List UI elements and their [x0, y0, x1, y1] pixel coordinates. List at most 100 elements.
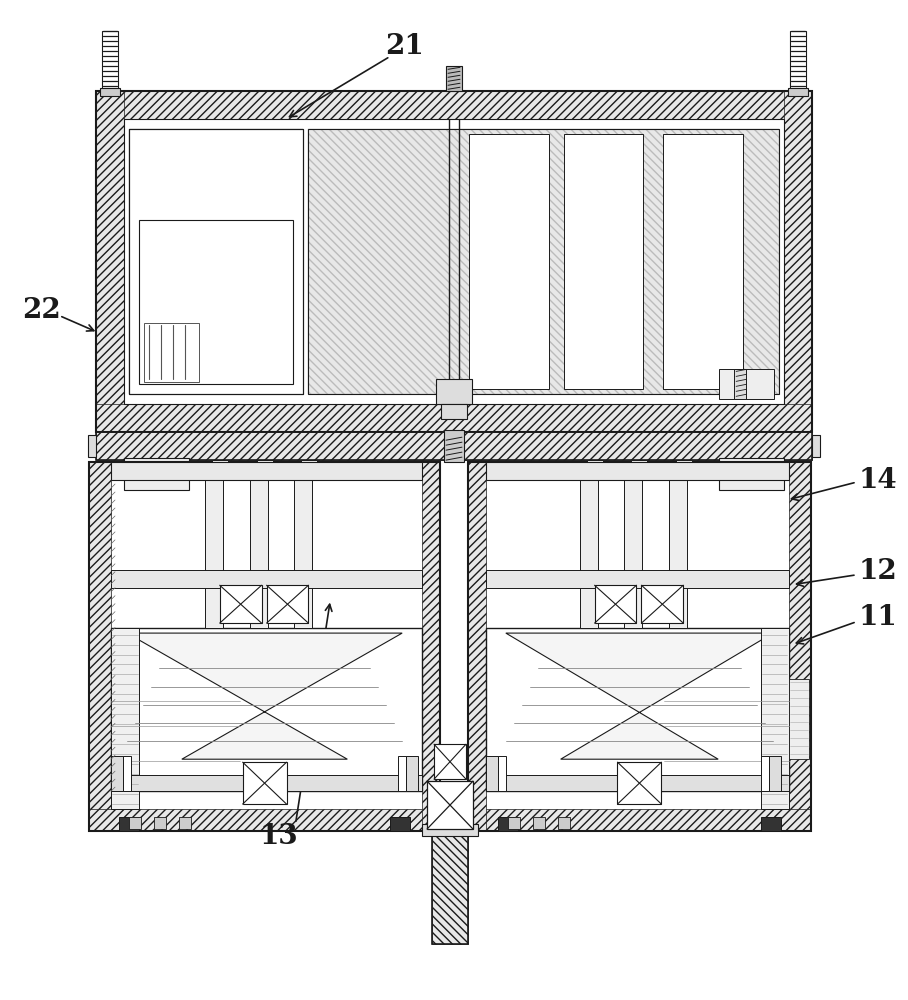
- Bar: [129, 817, 141, 829]
- Bar: [129, 129, 303, 394]
- Bar: [486, 570, 789, 588]
- Bar: [309, 129, 779, 394]
- Bar: [102, 31, 118, 91]
- Bar: [257, 460, 272, 464]
- Bar: [719, 369, 774, 399]
- Bar: [761, 756, 769, 791]
- Bar: [441, 404, 467, 419]
- Bar: [468, 462, 811, 831]
- Bar: [422, 824, 478, 836]
- Bar: [139, 220, 293, 384]
- Bar: [205, 469, 222, 628]
- Bar: [761, 817, 781, 831]
- Bar: [96, 91, 812, 432]
- Bar: [144, 323, 199, 382]
- Bar: [422, 462, 440, 831]
- Text: 12: 12: [859, 558, 897, 585]
- Bar: [301, 460, 318, 464]
- Bar: [812, 435, 820, 457]
- Bar: [789, 679, 809, 759]
- Bar: [436, 379, 472, 404]
- Bar: [735, 369, 746, 399]
- Bar: [309, 129, 779, 394]
- Bar: [719, 458, 784, 490]
- Bar: [790, 31, 806, 91]
- Bar: [123, 756, 131, 791]
- Text: 14: 14: [859, 467, 897, 494]
- Text: 21: 21: [385, 33, 423, 60]
- Bar: [625, 469, 643, 628]
- Bar: [124, 458, 189, 490]
- Bar: [498, 817, 518, 831]
- Bar: [558, 817, 569, 829]
- Polygon shape: [127, 633, 402, 759]
- Bar: [129, 129, 303, 394]
- Bar: [89, 462, 440, 831]
- Polygon shape: [506, 633, 773, 759]
- Bar: [444, 430, 464, 462]
- Bar: [250, 469, 268, 628]
- Bar: [111, 462, 422, 480]
- Bar: [399, 756, 406, 791]
- Bar: [784, 91, 812, 432]
- Bar: [676, 460, 692, 464]
- Bar: [508, 817, 519, 829]
- Bar: [595, 585, 637, 623]
- Bar: [406, 756, 418, 791]
- Bar: [111, 756, 123, 791]
- Bar: [631, 460, 647, 464]
- Bar: [641, 585, 684, 623]
- Bar: [88, 435, 96, 457]
- Bar: [664, 134, 743, 389]
- Bar: [789, 462, 811, 831]
- Bar: [617, 762, 661, 804]
- Bar: [220, 585, 262, 623]
- Bar: [212, 460, 228, 464]
- Bar: [498, 756, 506, 791]
- Bar: [432, 831, 468, 944]
- Bar: [587, 460, 603, 464]
- Bar: [486, 756, 498, 791]
- Bar: [432, 831, 468, 944]
- Bar: [769, 756, 781, 791]
- Bar: [100, 88, 120, 96]
- Bar: [111, 775, 422, 791]
- Bar: [446, 66, 462, 91]
- Polygon shape: [111, 628, 422, 791]
- Bar: [468, 809, 811, 831]
- Bar: [468, 462, 486, 831]
- Bar: [96, 404, 812, 432]
- Bar: [96, 432, 812, 460]
- Bar: [294, 469, 312, 628]
- Bar: [533, 817, 545, 829]
- Bar: [427, 781, 473, 829]
- Bar: [390, 817, 410, 831]
- Bar: [111, 628, 139, 809]
- Bar: [486, 462, 789, 480]
- Bar: [486, 775, 789, 791]
- Bar: [124, 119, 784, 404]
- Bar: [111, 570, 422, 588]
- Polygon shape: [486, 628, 789, 791]
- Text: 13: 13: [259, 823, 298, 850]
- Bar: [179, 817, 191, 829]
- Bar: [89, 809, 440, 831]
- Bar: [761, 628, 789, 809]
- Bar: [579, 469, 597, 628]
- Bar: [154, 817, 166, 829]
- Bar: [788, 88, 808, 96]
- Bar: [96, 91, 812, 119]
- Bar: [267, 585, 309, 623]
- Bar: [242, 762, 287, 804]
- Bar: [669, 469, 687, 628]
- Bar: [129, 129, 303, 394]
- Bar: [564, 134, 644, 389]
- Bar: [469, 134, 548, 389]
- Text: 22: 22: [22, 297, 61, 324]
- Bar: [434, 744, 466, 779]
- Bar: [119, 817, 139, 831]
- Bar: [96, 91, 124, 432]
- Text: 11: 11: [859, 604, 897, 631]
- Bar: [96, 432, 812, 460]
- Bar: [89, 462, 111, 831]
